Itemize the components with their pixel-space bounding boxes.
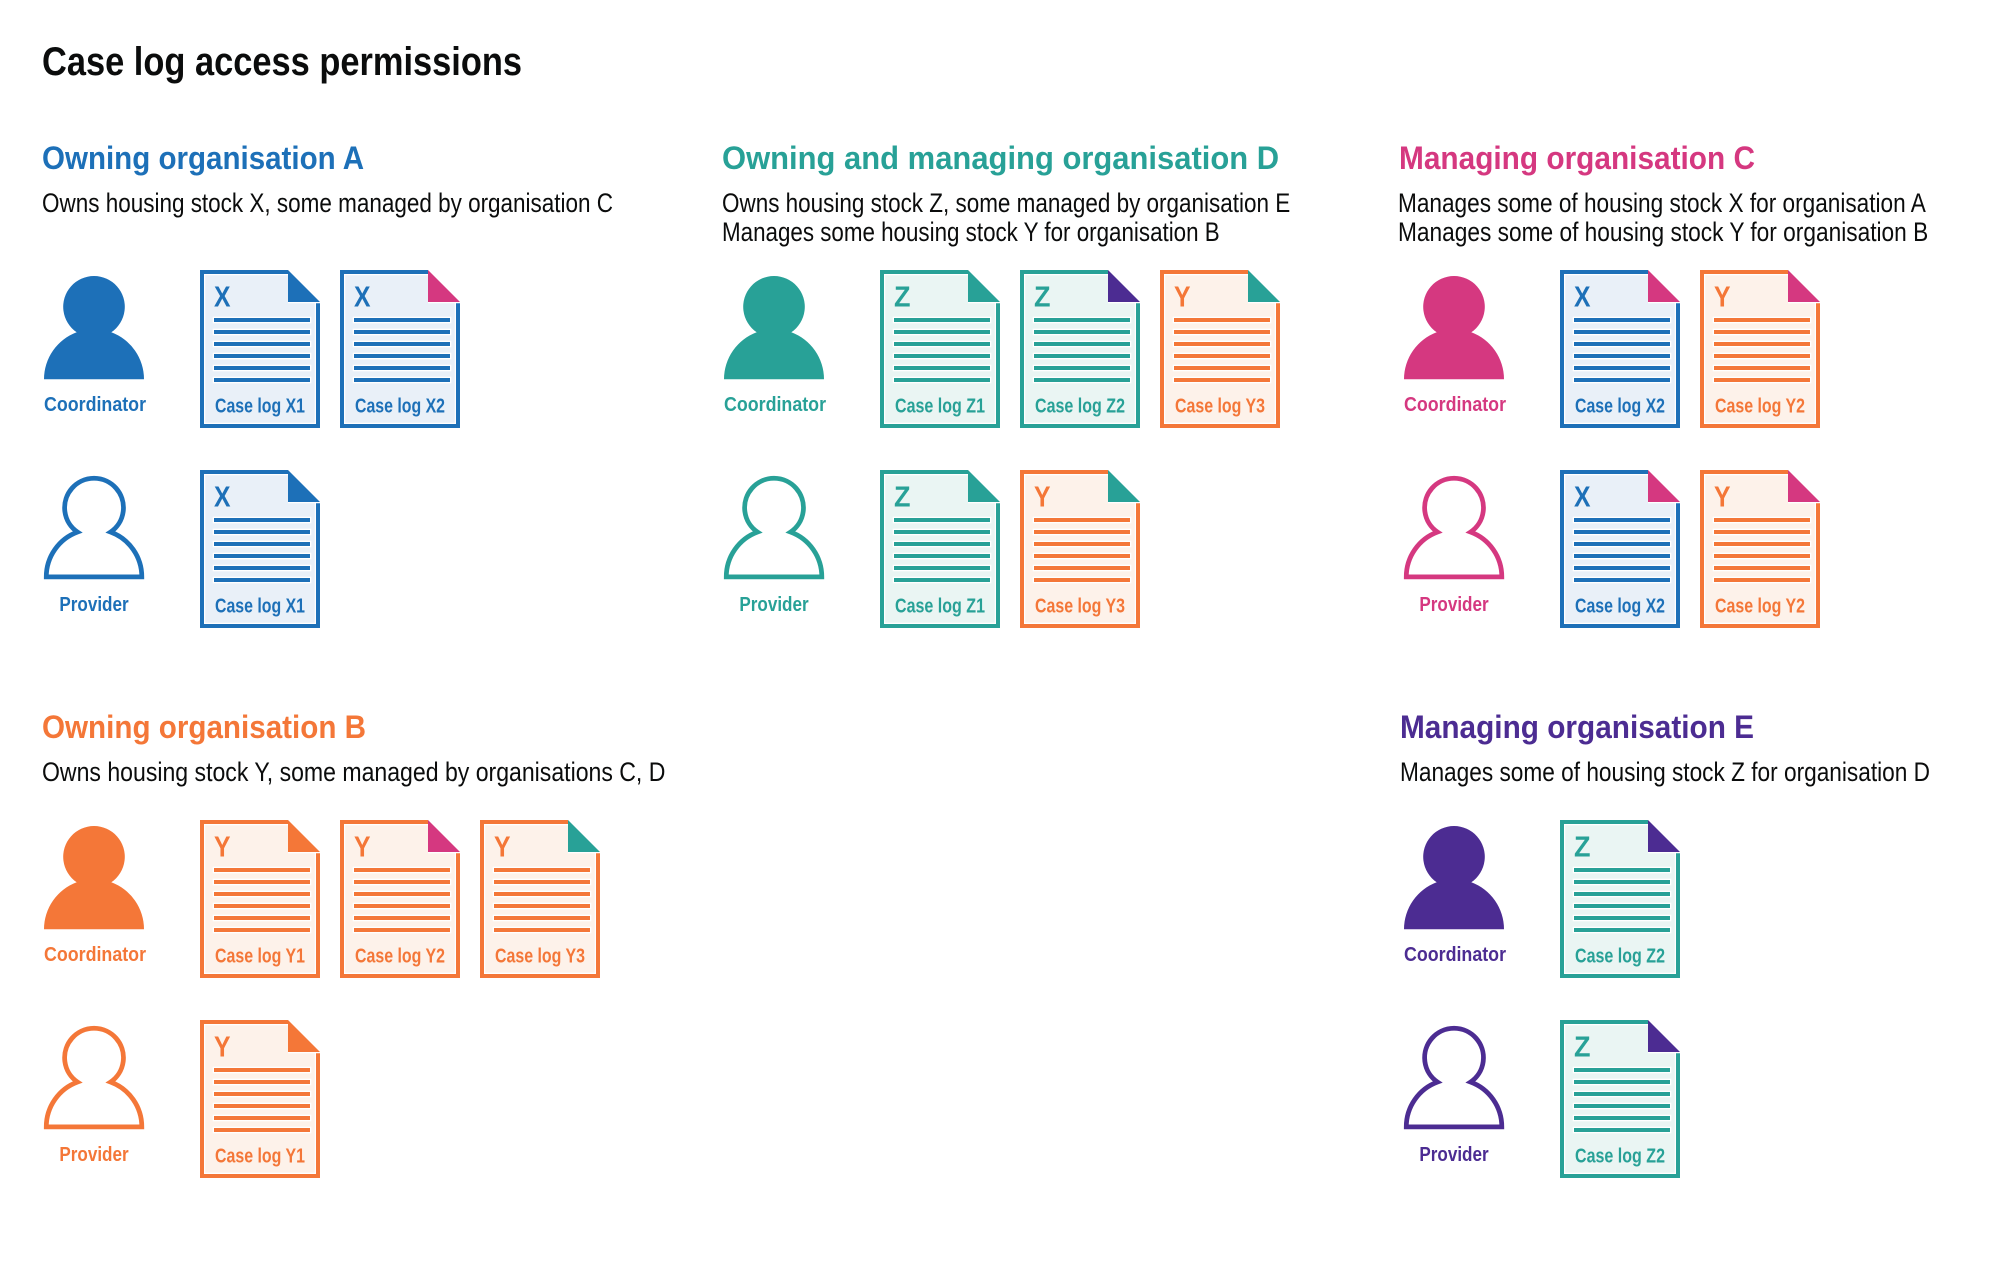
- svg-text:Case log X1: Case log X1: [215, 396, 305, 418]
- svg-text:Case log Y3: Case log Y3: [1035, 596, 1125, 618]
- svg-text:Y: Y: [1714, 282, 1731, 314]
- svg-text:X: X: [1574, 282, 1591, 314]
- svg-text:Case log Y1: Case log Y1: [215, 946, 305, 968]
- svg-text:Case log Y3: Case log Y3: [495, 946, 585, 968]
- svg-text:Case log Z2: Case log Z2: [1575, 946, 1665, 968]
- svg-text:Case log Z1: Case log Z1: [895, 596, 985, 618]
- svg-text:Y: Y: [1034, 482, 1051, 514]
- svg-text:Y: Y: [214, 832, 231, 864]
- svg-text:X: X: [354, 282, 371, 314]
- svg-text:Z: Z: [1574, 1032, 1591, 1064]
- svg-text:Y: Y: [1174, 282, 1191, 314]
- svg-text:Y: Y: [354, 832, 371, 864]
- svg-text:X: X: [1574, 482, 1591, 514]
- svg-text:Case log Y2: Case log Y2: [1715, 596, 1805, 618]
- svg-text:Case log X2: Case log X2: [1575, 596, 1665, 618]
- svg-text:Case log X2: Case log X2: [355, 396, 445, 418]
- svg-text:Z: Z: [1034, 282, 1051, 314]
- svg-text:Case log Z1: Case log Z1: [895, 396, 985, 418]
- svg-text:Case log X2: Case log X2: [1575, 396, 1665, 418]
- svg-text:Y: Y: [1714, 482, 1731, 514]
- svg-text:Case log X1: Case log X1: [215, 596, 305, 618]
- svg-text:X: X: [214, 282, 231, 314]
- svg-text:Z: Z: [894, 482, 911, 514]
- svg-text:Y: Y: [494, 832, 511, 864]
- svg-text:X: X: [214, 482, 231, 514]
- svg-text:Case log Z2: Case log Z2: [1035, 396, 1125, 418]
- svg-text:Case log Y2: Case log Y2: [1715, 396, 1805, 418]
- svg-text:Z: Z: [1574, 832, 1591, 864]
- svg-text:Case log Y2: Case log Y2: [355, 946, 445, 968]
- svg-text:Z: Z: [894, 282, 911, 314]
- svg-text:Case log Y1: Case log Y1: [215, 1146, 305, 1168]
- svg-text:Y: Y: [214, 1032, 231, 1064]
- svg-text:Case log Y3: Case log Y3: [1175, 396, 1265, 418]
- svg-text:Case log Z2: Case log Z2: [1575, 1146, 1665, 1168]
